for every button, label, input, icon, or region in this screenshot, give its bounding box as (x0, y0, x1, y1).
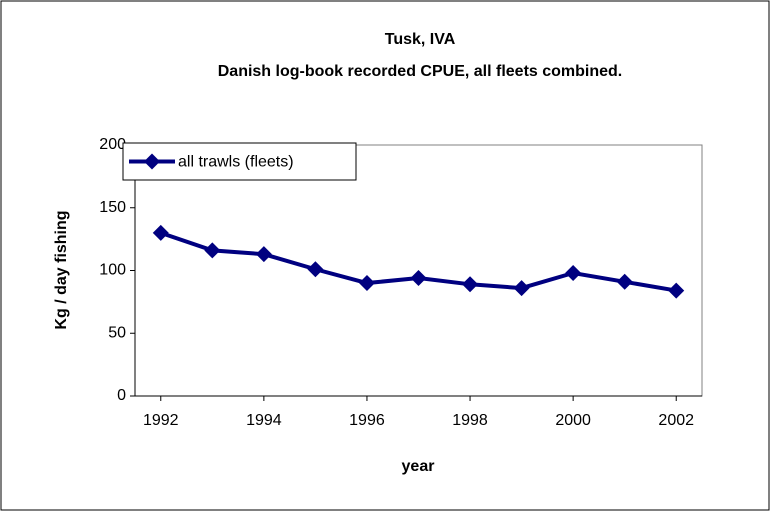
x-tick-label: 1998 (452, 412, 488, 429)
y-tick-label: 150 (99, 199, 126, 216)
legend-label: all trawls (fleets) (178, 154, 294, 171)
point (255, 246, 272, 263)
point (204, 242, 221, 259)
x-tick-label: 1996 (349, 412, 385, 429)
point (152, 224, 169, 241)
x-tick-label: 1992 (143, 412, 179, 429)
point (616, 273, 633, 290)
chart-title: Tusk, IVA (385, 31, 456, 48)
x-tick-label: 2000 (555, 412, 591, 429)
y-tick-label: 50 (108, 324, 126, 341)
point (565, 265, 582, 282)
y-tick-label: 100 (99, 262, 126, 279)
y-tick-label: 0 (117, 387, 126, 404)
x-axis-label: year (402, 458, 435, 475)
y-tick-label: 200 (99, 136, 126, 153)
point (513, 280, 530, 297)
point (358, 275, 375, 292)
point (307, 261, 324, 278)
point (462, 276, 479, 293)
chart-subtitle: Danish log-book recorded CPUE, all fleet… (218, 63, 623, 80)
x-tick-label: 2002 (658, 412, 694, 429)
legend-marker (144, 153, 160, 170)
y-axis-label: Kg / day fishing (53, 210, 70, 329)
x-tick-label: 1994 (246, 412, 282, 429)
point (410, 270, 427, 287)
point (668, 282, 685, 299)
